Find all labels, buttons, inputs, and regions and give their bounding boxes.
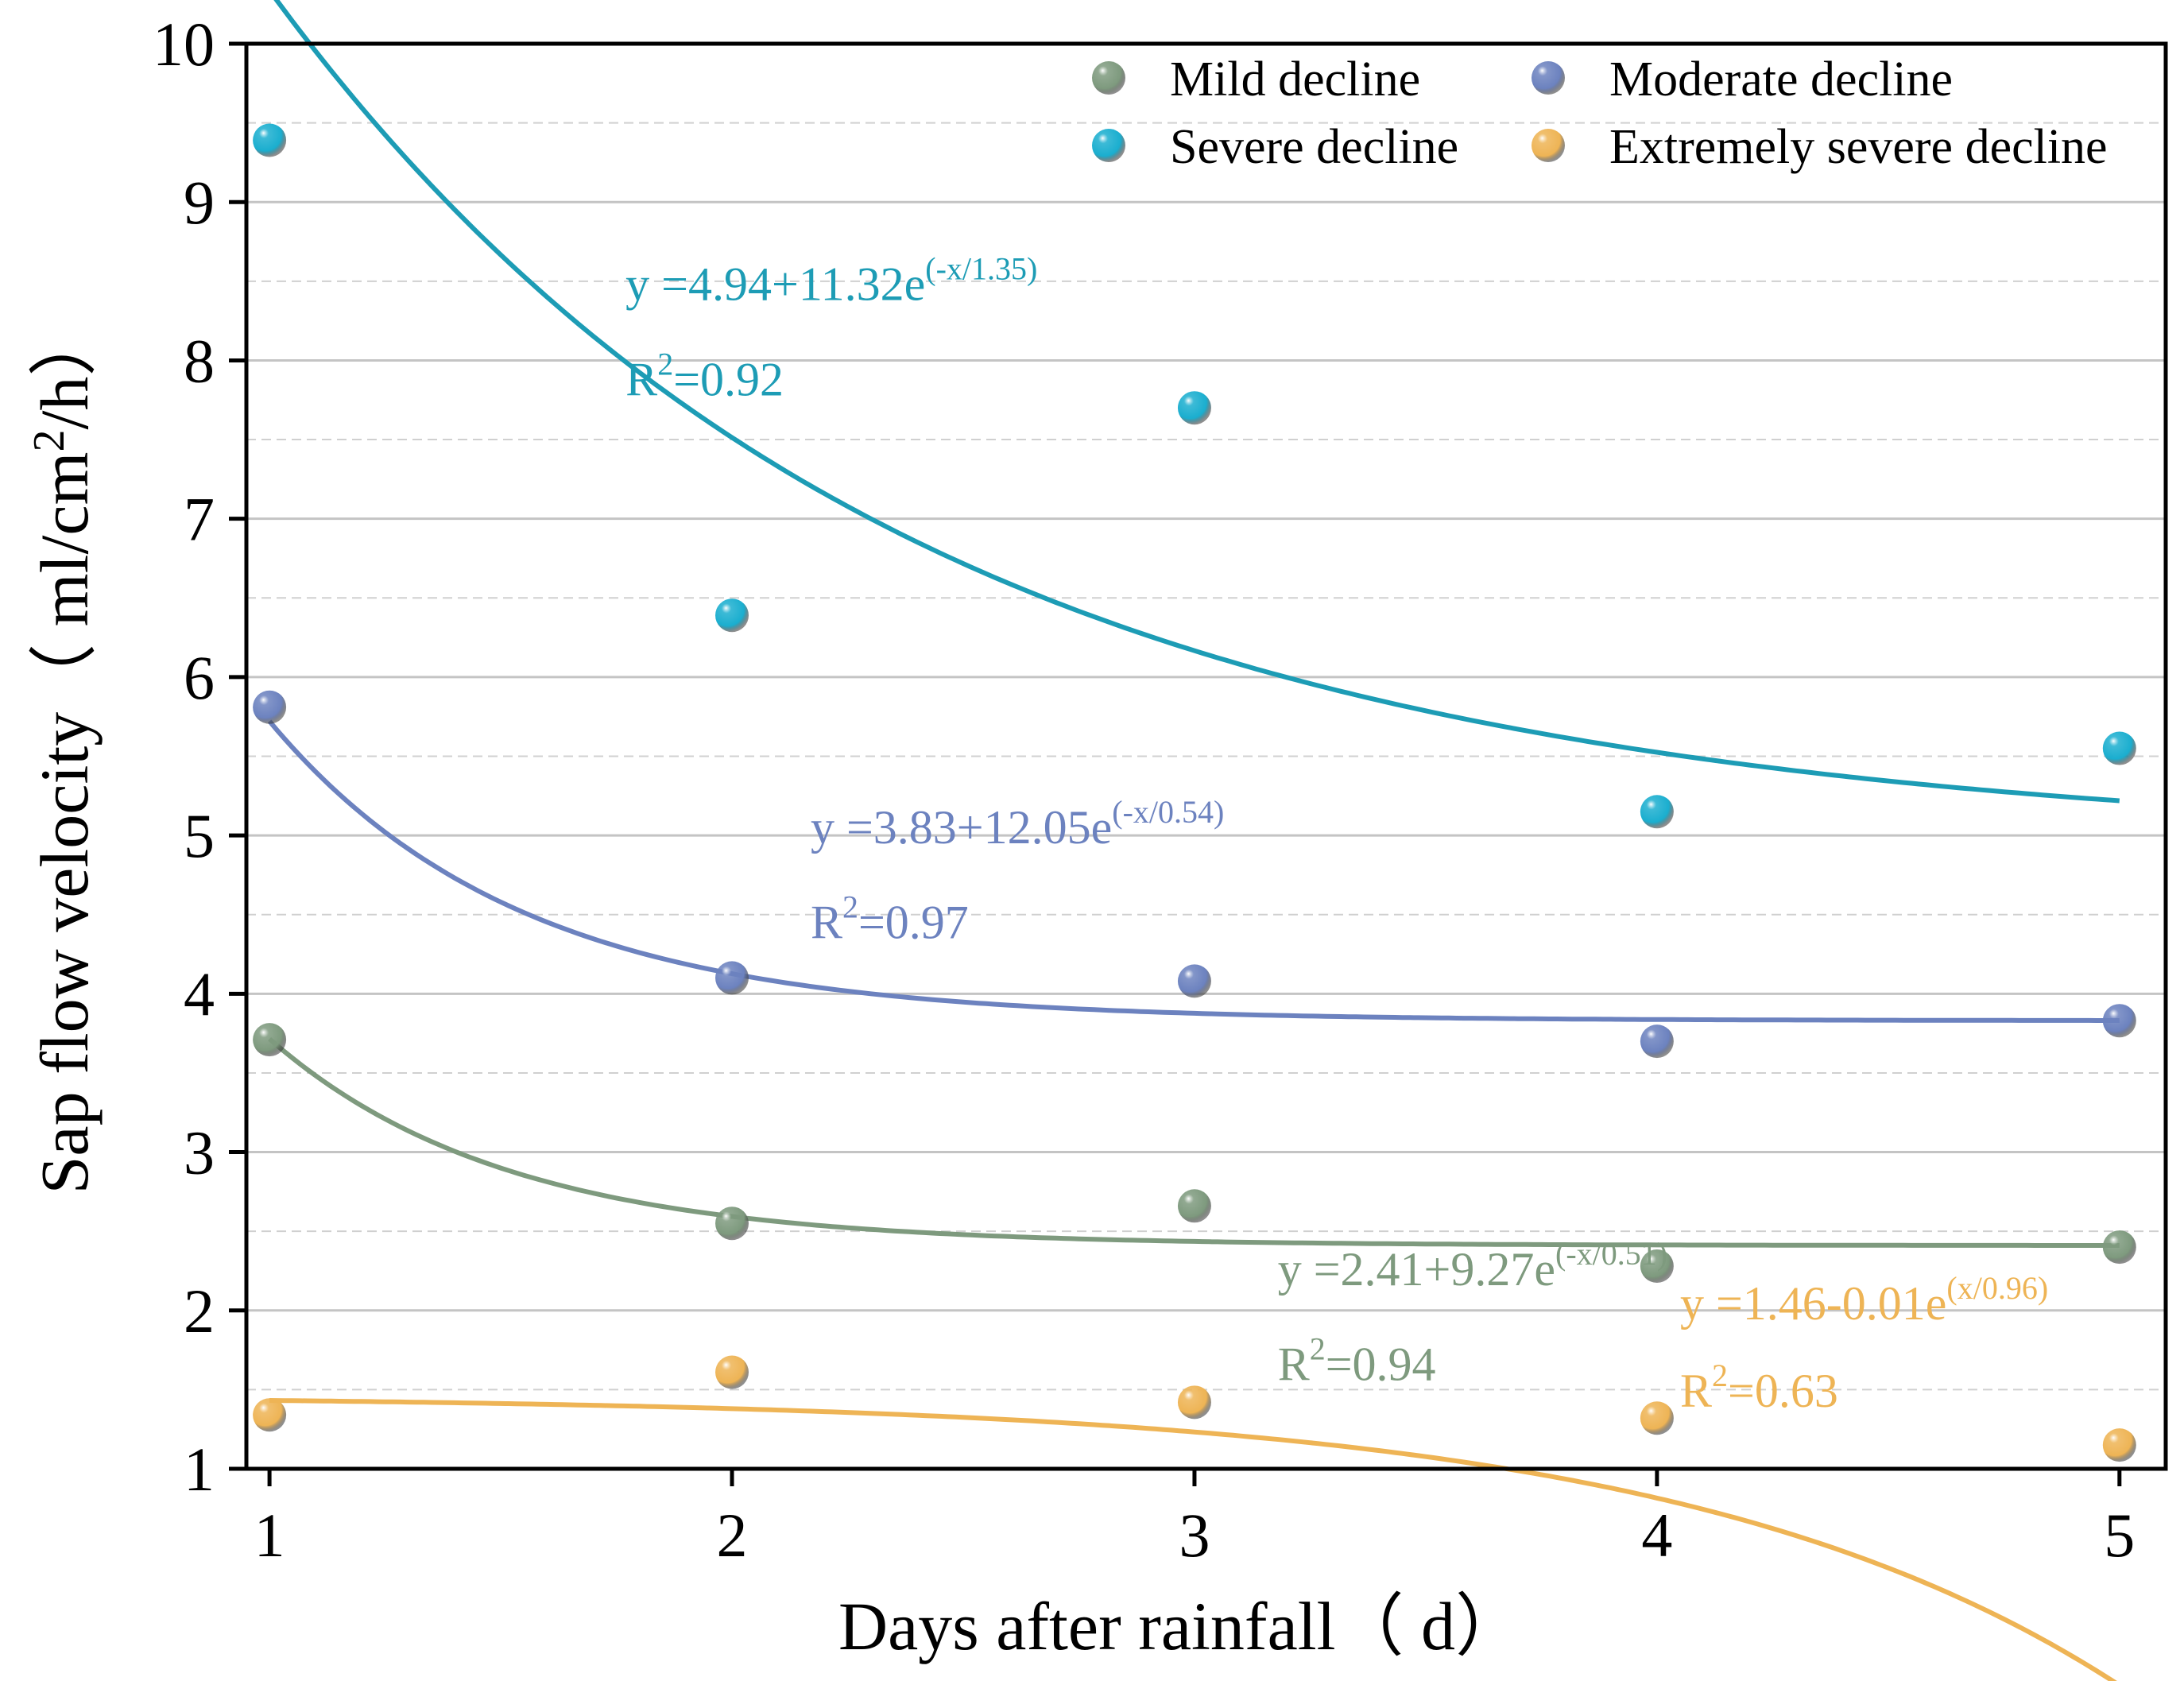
r2-extreme: R2=0.63 [1680,1358,1838,1417]
legend: Mild decline Moderate decline Severe decli… [1092,52,2108,174]
data-point-severe [1177,391,1211,425]
r2-superscript: 2 [1310,1330,1326,1366]
y-tick-label: 2 [184,1276,215,1346]
plot-frame [244,41,2168,1471]
data-points [253,123,2136,1462]
fit-equations: y =2.41+9.27e(-x/0.51)R2=0.94y =3.83+12.… [625,251,2048,1417]
fit-curves [267,0,2120,1681]
r2-severe: R2=0.92 [625,346,784,405]
tick-labels: 1 2 3 4 5 1 2 3 4 5 6 7 8 9 10 [153,10,2135,1570]
r2-value: =0.94 [1326,1338,1436,1390]
equation-exponent: (-x/1.35) [925,251,1037,287]
fit-curve-moderate [267,719,2120,1023]
r2-value: =0.92 [673,353,784,405]
gridlines [246,122,2166,1391]
r2-superscript: 2 [842,889,858,925]
data-point-moderate [2102,1004,2136,1038]
fit-curve-severe [273,0,2120,804]
data-point-extreme [1177,1385,1211,1420]
equation-exponent: (-x/0.51) [1555,1236,1667,1272]
data-point-moderate [1177,964,1211,998]
r2-prefix: R [811,897,842,949]
y-axis-title-end: /h） [26,308,103,430]
legend-marker-moderate [1532,61,1565,95]
equation-moderate: y =3.83+12.05e(-x/0.54) [811,794,1224,854]
y-tick-label: 10 [153,10,215,79]
data-point-extreme [2102,1428,2136,1462]
y-tick-label: 3 [184,1118,215,1187]
legend-label-severe: Severe decline [1170,120,1458,174]
x-axis-title: Days after rainfall（ d） [838,1588,1524,1664]
data-point-severe [253,123,287,157]
x-tick-label: 3 [1179,1501,1210,1570]
r2-mild: R2=0.94 [1278,1330,1436,1390]
legend-marker-mild [1092,61,1125,95]
legend-label-mild: Mild decline [1170,52,1420,107]
axis-ticks [229,41,2122,1486]
data-point-mild [1640,1249,1674,1283]
y-tick-label: 9 [184,168,215,237]
equation-extreme: y =1.46-0.01e(x/0.96) [1680,1270,2048,1330]
data-point-severe [2102,731,2136,765]
equation-main: y =3.83+12.05e [811,801,1112,854]
y-tick-label: 1 [184,1435,215,1504]
equation-severe: y =4.94+11.32e(-x/1.35) [625,251,1037,311]
equation-main: y =1.46-0.01e [1680,1277,1946,1330]
y-tick-label: 5 [184,801,215,870]
data-point-severe [715,598,749,633]
data-point-moderate [253,690,287,724]
data-point-mild [715,1207,749,1241]
legend-marker-extreme [1532,129,1565,162]
y-axis-title: Sap flow velocity（ ml/cm2/h） [25,308,103,1195]
x-tick-label: 4 [1641,1501,1672,1570]
y-tick-label: 8 [184,326,215,395]
equation-exponent: (-x/0.54) [1112,794,1224,830]
data-point-mild [1177,1189,1211,1223]
fit-curve-mild [268,1036,2120,1248]
equation-main: y =4.94+11.32e [625,258,925,311]
data-point-moderate [715,961,749,995]
legend-marker-severe [1092,129,1125,162]
r2-prefix: R [625,353,657,405]
r2-superscript: 2 [1712,1358,1728,1393]
y-axis-title-sup: 2 [25,430,74,452]
fit-curve-extreme [269,1398,2117,1681]
data-point-severe [1640,795,1674,829]
x-tick-label: 5 [2104,1501,2135,1570]
equation-exponent: (x/0.96) [1946,1270,2048,1306]
y-tick-label: 6 [184,643,215,712]
r2-prefix: R [1680,1365,1712,1417]
equation-main: y =2.41+9.27e [1278,1243,1555,1296]
x-tick-label: 1 [254,1501,285,1570]
y-tick-label: 7 [184,485,215,554]
x-tick-label: 2 [717,1501,748,1570]
data-point-extreme [253,1398,287,1432]
data-point-extreme [1640,1401,1674,1435]
legend-label-extreme: Extremely severe decline [1609,120,2108,174]
r2-superscript: 2 [657,346,673,382]
data-point-mild [2102,1230,2136,1265]
data-point-moderate [1640,1024,1674,1059]
equation-mild: y =2.41+9.27e(-x/0.51) [1278,1236,1667,1296]
r2-value: =0.97 [858,897,969,949]
y-axis-title-main: Sap flow velocity（ ml/cm [26,452,103,1195]
legend-label-moderate: Moderate decline [1609,52,1953,107]
y-tick-label: 4 [184,959,215,1028]
r2-moderate: R2=0.97 [811,889,969,949]
r2-prefix: R [1278,1338,1310,1390]
data-point-extreme [715,1355,749,1389]
data-point-mild [253,1023,287,1057]
r2-value: =0.63 [1728,1365,1838,1417]
